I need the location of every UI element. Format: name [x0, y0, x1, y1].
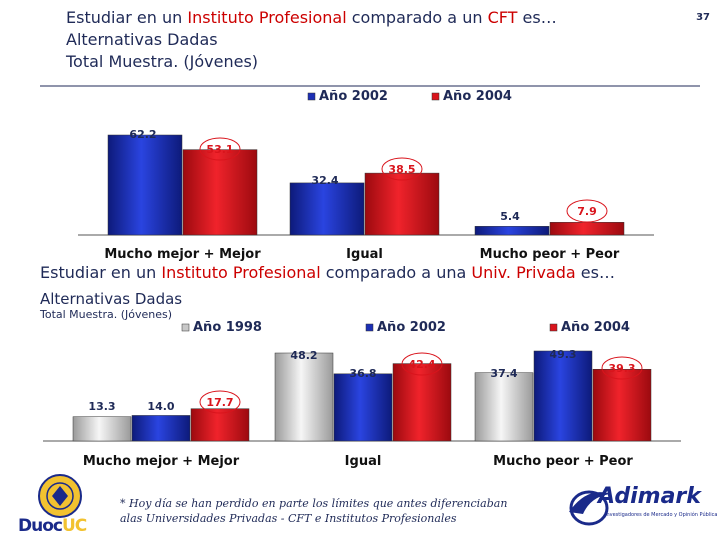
chart2-title-highlight: Instituto Profesional	[161, 263, 321, 282]
chart1-title: Estudiar en un Instituto Profesional com…	[66, 8, 557, 28]
chart1-title-part: Estudiar en un	[66, 8, 188, 27]
chart1-bar	[364, 172, 440, 236]
chart2-value-label: 13.3	[88, 400, 115, 413]
page-number: 37	[696, 12, 710, 23]
chart1-highlight-ellipse	[566, 199, 608, 223]
chart1-highlight-ellipse	[381, 157, 423, 181]
chart1-subtitle2: Total Muestra. (Jóvenes)	[66, 52, 259, 71]
chart1-value-label: 7.9	[577, 205, 597, 218]
chart2-category-label: Mucho peor + Peor	[493, 454, 633, 469]
chart2-highlight-ellipse	[601, 356, 643, 380]
chart1-bar	[182, 149, 258, 236]
chart2-value-label: 37.4	[490, 367, 517, 380]
chart1-title-highlight: CFT	[487, 8, 518, 27]
chart2-legend-label: Año 2004	[561, 320, 630, 335]
chart2-value-label: 39.3	[608, 362, 635, 375]
chart1-subtitle: Alternativas Dadas	[66, 30, 218, 49]
chart2-subtitle2: Total Muestra. (Jóvenes)	[40, 308, 173, 321]
chart2-category-label: Mucho mejor + Mejor	[83, 454, 240, 469]
adimark-logo	[569, 490, 611, 526]
chart1-bar	[289, 182, 365, 236]
chart2-bar	[474, 372, 534, 442]
chart2-bar	[592, 368, 652, 442]
chart2-title-part: es…	[575, 263, 615, 282]
chart2-bar	[533, 350, 593, 442]
chart2-bar	[274, 352, 334, 442]
chart1-bar	[474, 226, 550, 236]
chart1-category-label: Mucho peor + Peor	[480, 247, 620, 262]
chart2-highlight-ellipse	[401, 352, 443, 376]
duoc-logo	[38, 474, 82, 518]
chart1-title-highlight: Instituto Profesional	[187, 8, 347, 27]
chart2-value-label: 49.3	[549, 348, 576, 361]
chart1-bar	[107, 134, 183, 236]
adimark-tagline: Investigadores de Mercado y Opinión Públ…	[605, 512, 718, 518]
duoc-logo-text: DuocUC	[18, 516, 87, 536]
chart2-value-label: 17.7	[206, 396, 233, 409]
chart1-title-part: es…	[517, 8, 557, 27]
chart1-bar	[549, 222, 625, 236]
chart1-value-label: 62.2	[129, 128, 156, 141]
chart2-bar	[333, 373, 393, 442]
chart2-legend-swatch	[181, 323, 190, 332]
chart2-bar	[392, 363, 452, 442]
chart1-legend-swatch	[431, 92, 440, 101]
chart1-category-label: Igual	[346, 247, 383, 262]
chart2-highlight-ellipse	[199, 390, 241, 414]
chart2-title-highlight: Univ. Privada	[471, 263, 576, 282]
chart2-legend-swatch	[365, 323, 374, 332]
chart1-value-label: 53.1	[206, 143, 233, 156]
chart1-legend-label: Año 2004	[443, 89, 512, 104]
chart2-subtitle: Alternativas Dadas	[40, 290, 183, 308]
chart2-legend-swatch	[549, 323, 558, 332]
chart2-bar	[190, 408, 250, 442]
chart1-value-label: 38.5	[388, 163, 415, 176]
chart2-title-part: comparado a una	[320, 263, 472, 282]
chart1-highlight-ellipse	[199, 137, 241, 161]
chart2-title-part: Estudiar en un	[40, 263, 162, 282]
chart2-bar	[131, 415, 191, 442]
adimark-logo-text: Adimark	[598, 484, 701, 509]
chart1-value-label: 5.4	[500, 210, 520, 223]
chart1-legend-swatch	[307, 92, 316, 101]
chart1-legend-label: Año 2002	[319, 89, 388, 104]
chart1-category-label: Mucho mejor + Mejor	[104, 247, 261, 262]
chart1-value-label: 32.4	[311, 174, 338, 187]
chart1-title-part: comparado a un	[346, 8, 488, 27]
chart2-bar	[72, 416, 132, 442]
chart2-legend-label: Año 1998	[193, 320, 262, 335]
chart2-category-label: Igual	[345, 454, 382, 469]
chart2-value-label: 48.2	[290, 349, 317, 362]
footnote: * Hoy día se han perdido en parte los lí…	[120, 497, 508, 525]
chart2-value-label: 36.8	[349, 367, 376, 380]
chart2-value-label: 14.0	[147, 400, 174, 413]
chart2-title: Estudiar en un Instituto Profesional com…	[40, 263, 615, 282]
chart2-value-label: 42.4	[408, 358, 435, 371]
chart2-legend-label: Año 2002	[377, 320, 446, 335]
